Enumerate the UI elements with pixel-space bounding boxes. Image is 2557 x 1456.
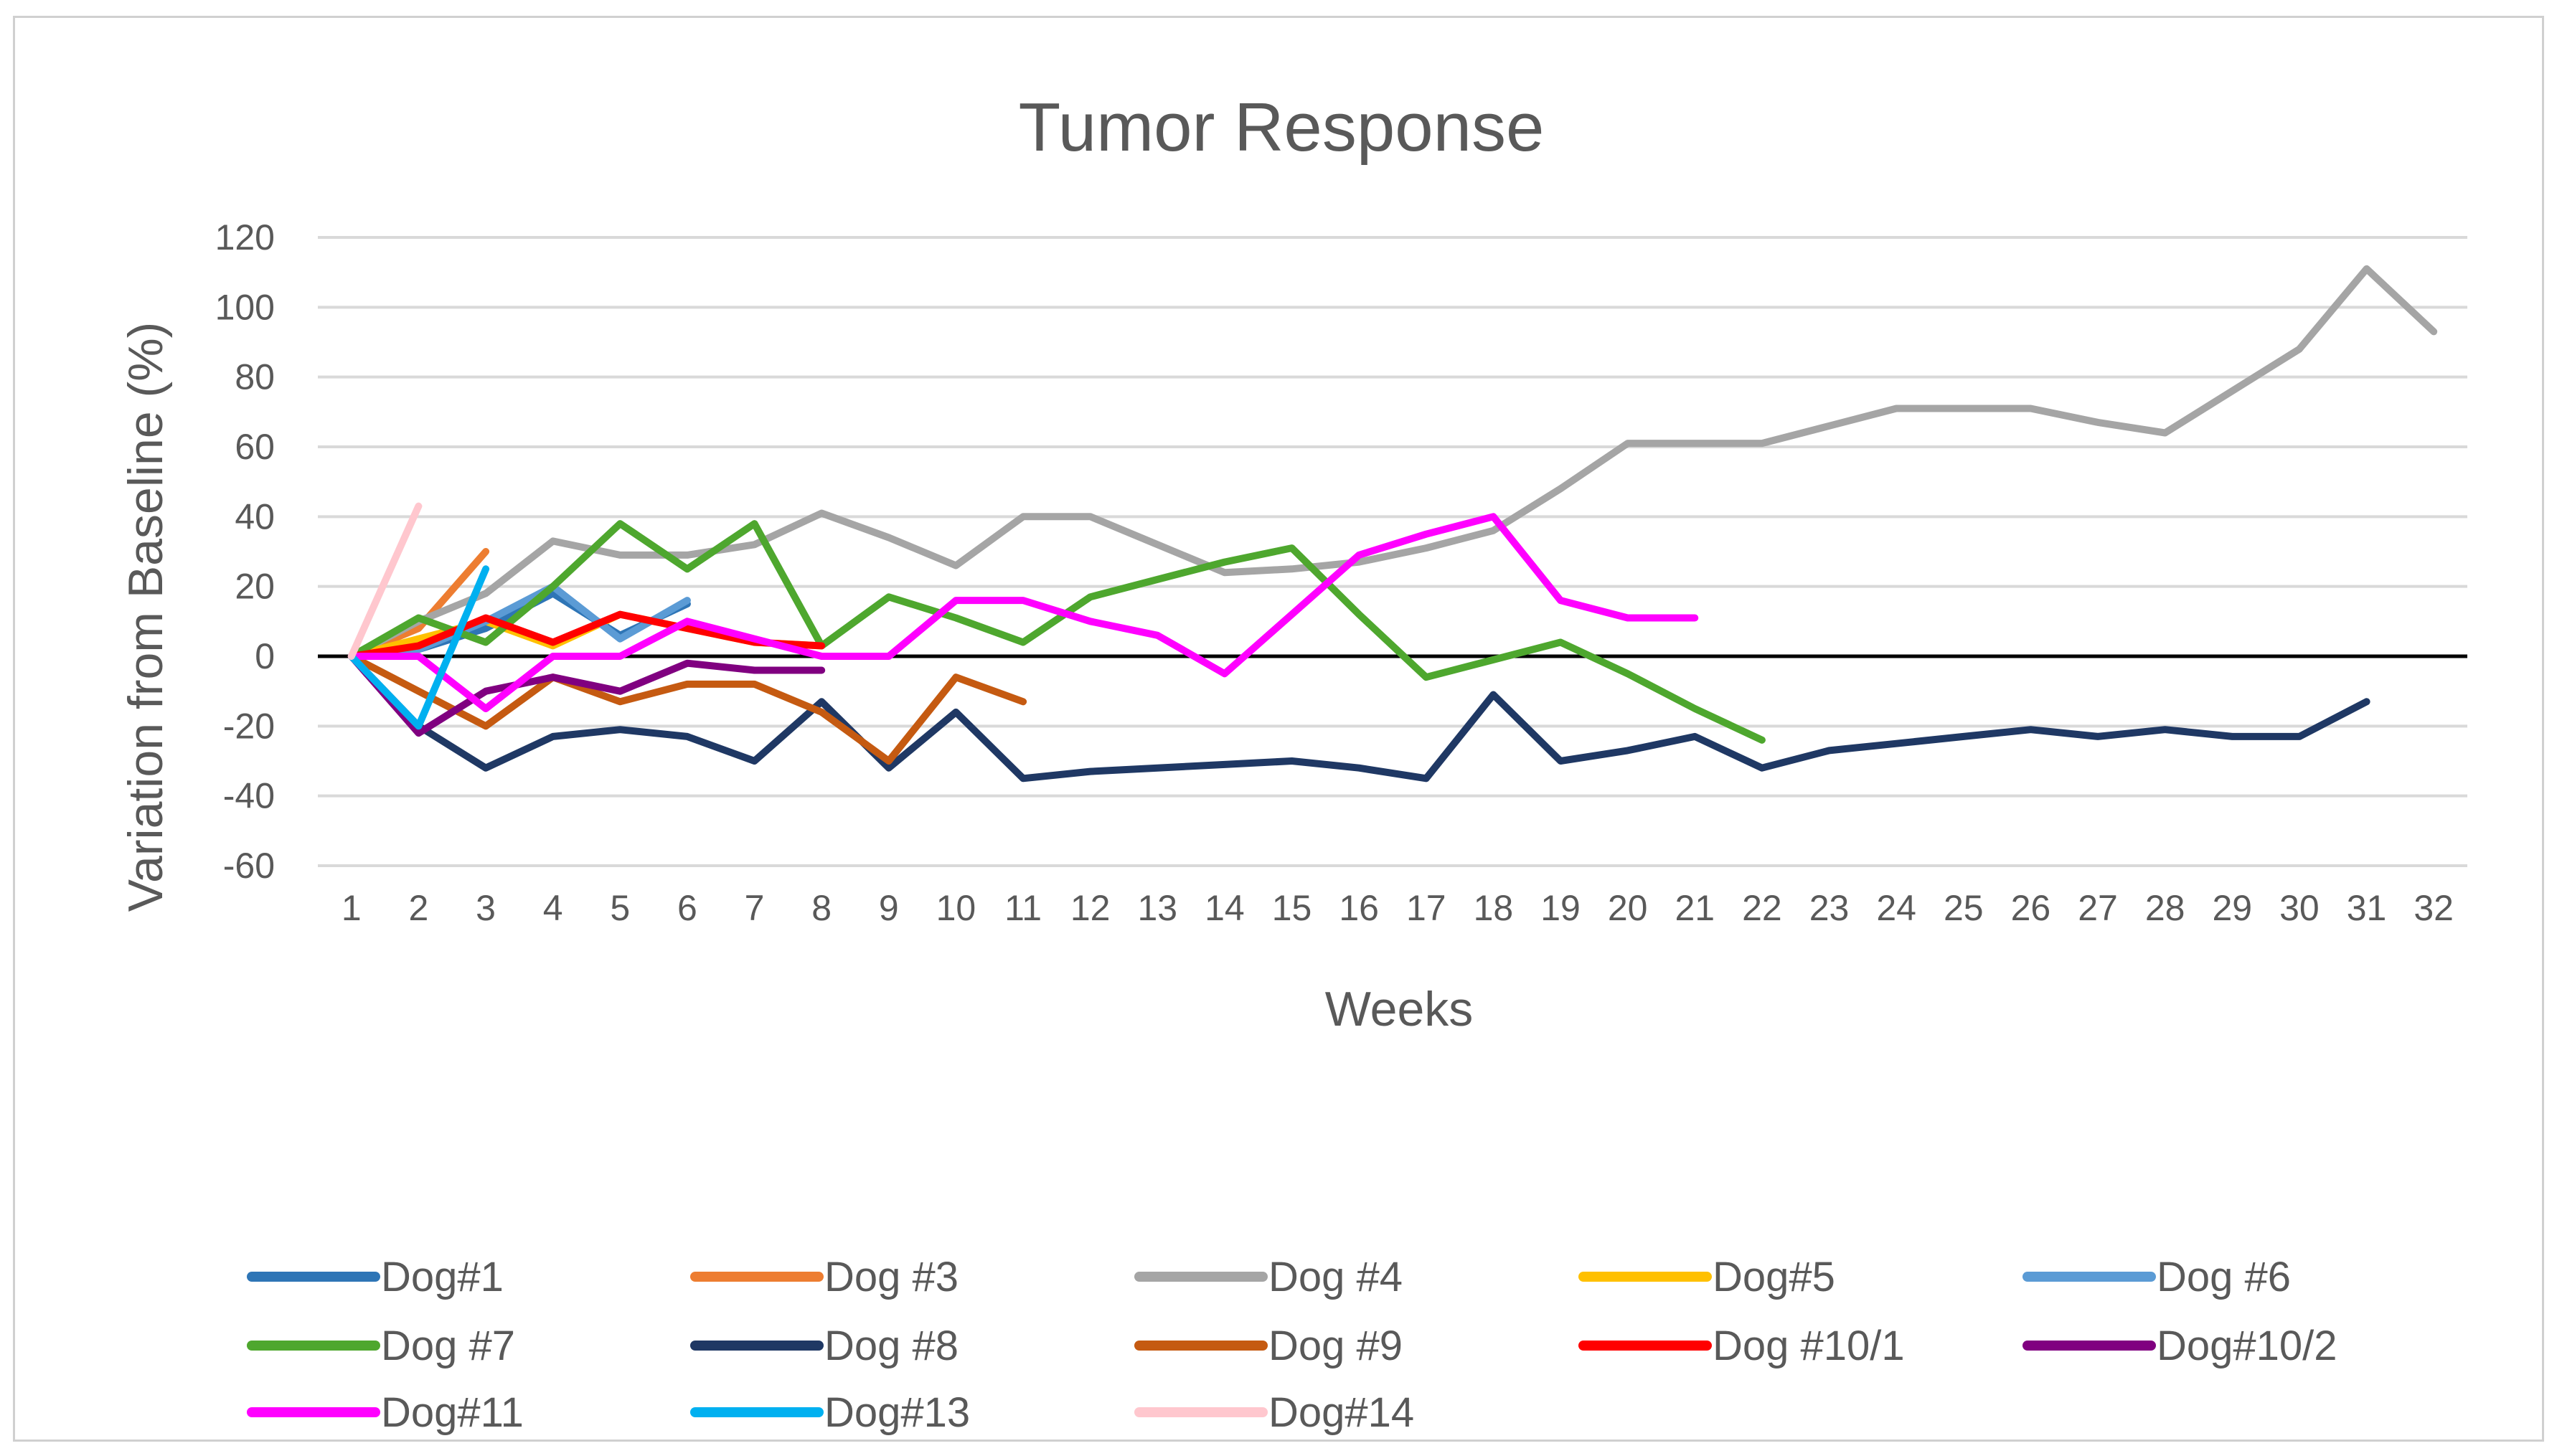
x-tick-label: 20 (1608, 888, 1648, 928)
series-line (347, 653, 826, 737)
legend-label: Dog#13 (824, 1389, 970, 1436)
x-tick-label: 17 (1406, 888, 1446, 928)
x-tick-label: 5 (610, 888, 630, 928)
legend-label: Dog #3 (824, 1254, 959, 1300)
x-tick-label: 2 (409, 888, 429, 928)
y-tick-label: 0 (255, 636, 275, 676)
x-tick-label: 3 (476, 888, 496, 928)
y-tick-labels: 120 100 80 60 40 20 0 -20 -40 -60 (215, 217, 275, 886)
legend-label: Dog #6 (2157, 1254, 2291, 1300)
chart-frame: Tumor Response 120 100 80 60 40 20 0 -20 -40 -60 … (13, 16, 2544, 1442)
x-tick-label: 21 (1675, 888, 1715, 928)
x-tick-label: 27 (2078, 888, 2118, 928)
x-tick-label: 18 (1474, 888, 1514, 928)
y-tick-label: 120 (215, 217, 275, 257)
legend-label: Dog #8 (824, 1323, 959, 1369)
y-tick-label: 60 (235, 427, 275, 467)
x-tick-label: 23 (1809, 888, 1850, 928)
series-line (347, 513, 1699, 712)
legend-label: Dog#14 (1268, 1389, 1414, 1436)
x-tick-label: 11 (1004, 888, 1042, 928)
x-tick-label: 22 (1742, 888, 1782, 928)
x-tick-label: 6 (677, 888, 697, 928)
series-lines (347, 265, 2438, 783)
legend-label: Dog#10/2 (2157, 1323, 2337, 1369)
series-line (347, 653, 2370, 783)
legend-label: Dog #4 (1268, 1254, 1403, 1300)
x-tick-label: 9 (879, 888, 899, 928)
x-tick-label: 19 (1540, 888, 1581, 928)
x-tick-label: 8 (811, 888, 832, 928)
x-tick-label: 30 (2279, 888, 2320, 928)
y-tick-label: 40 (235, 496, 275, 536)
legend-label: Dog#5 (1713, 1254, 1835, 1300)
series-line (347, 610, 826, 660)
legend-label: Dog #10/1 (1713, 1323, 1905, 1369)
x-tick-label: 15 (1272, 888, 1312, 928)
tumor-response-chart: Tumor Response 120100806040200-20-40-60 … (118, 89, 2467, 1436)
x-tick-label: 12 (1070, 888, 1111, 928)
grid-lines (318, 236, 2467, 867)
series-line (347, 653, 1027, 765)
series-line (347, 565, 490, 730)
series-line (347, 502, 423, 660)
x-tick-label: 29 (2213, 888, 2253, 928)
y-tick-label: 20 (235, 567, 275, 607)
x-tick-label: 7 (745, 888, 765, 928)
y-axis-title: Variation from Baseline (%) (118, 322, 173, 912)
legend-label: Dog #7 (381, 1323, 515, 1369)
y-tick-label: -60 (223, 846, 275, 886)
x-tick-label: 24 (1876, 888, 1916, 928)
y-tick-label: 100 (215, 287, 275, 327)
y-tick-label: -20 (223, 706, 275, 746)
x-tick-label: 1 (342, 888, 362, 928)
x-tick-label: 13 (1138, 888, 1178, 928)
x-tick-label: 4 (543, 888, 563, 928)
chart-title: Tumor Response (1019, 89, 1545, 166)
x-tick-label: 16 (1339, 888, 1379, 928)
x-tick-label: 28 (2145, 888, 2185, 928)
x-tick-label: 10 (936, 888, 976, 928)
series-line (347, 265, 2438, 660)
legend-label: Dog#11 (381, 1389, 524, 1436)
x-tick-label: 14 (1205, 888, 1245, 928)
x-tick-labels: 1 2 3 4 5 6 7 8 9 10 11 12 13 14 15 16 17 18 19 20 21 22 23 24 2… (342, 888, 2454, 928)
x-tick-label: 25 (1944, 888, 1984, 928)
x-tick-label: 31 (2347, 888, 2387, 928)
x-axis-title: Weeks (1325, 982, 1474, 1036)
x-tick-label: 32 (2414, 888, 2454, 928)
legend: Dog#1 Dog #3 Dog #4 Dog#5 Dog #6 Dog #7 Dog #8… (247, 1254, 2337, 1436)
legend-label: Dog#1 (381, 1254, 504, 1300)
legend-label: Dog #9 (1268, 1323, 1403, 1369)
series-line (347, 520, 1766, 744)
y-tick-label: 80 (235, 357, 275, 397)
y-tick-label: -40 (223, 776, 275, 816)
x-tick-label: 26 (2011, 888, 2051, 928)
